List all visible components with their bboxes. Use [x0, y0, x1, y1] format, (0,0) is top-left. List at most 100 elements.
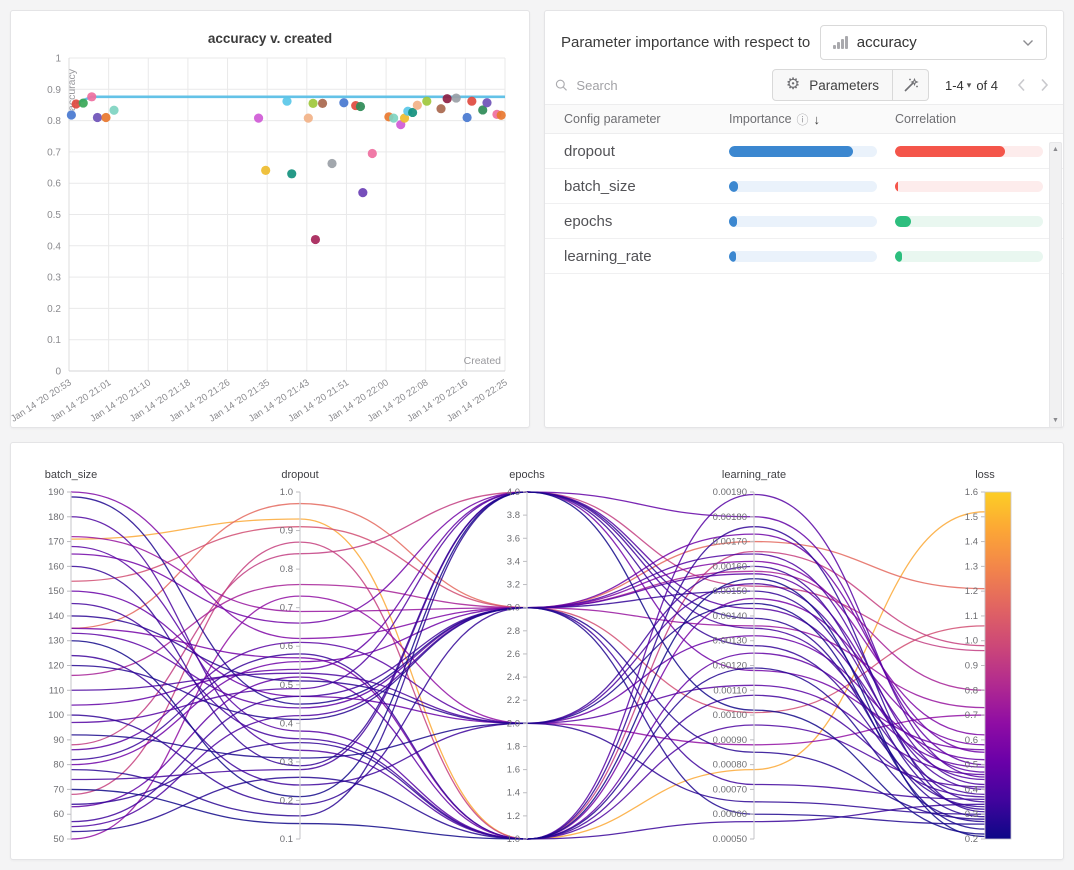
- correlation-bar: [895, 215, 1043, 227]
- svg-text:0.7: 0.7: [280, 603, 293, 614]
- pagination: 1-4 ▾ of 4: [945, 78, 1049, 93]
- svg-text:0.00130: 0.00130: [713, 636, 747, 647]
- config-parameter-name: dropout: [564, 142, 615, 160]
- correlation-bar: [895, 145, 1043, 157]
- panel-title: Parameter importance with respect to: [561, 34, 811, 51]
- parallel-coordinates-chart[interactable]: 50 60 70 80 90 100 110 120 130 140 150 160 170 180 190…: [11, 443, 1063, 859]
- svg-text:0.00180: 0.00180: [713, 512, 747, 523]
- svg-text:0.6: 0.6: [280, 641, 293, 652]
- importance-bar: [729, 180, 877, 192]
- svg-text:0.00110: 0.00110: [713, 685, 747, 696]
- page-range-dropdown[interactable]: 1-4 ▾: [945, 78, 971, 93]
- correlation-bar: [895, 180, 1043, 192]
- importance-header: Parameter importance with respect to acc…: [545, 11, 1063, 64]
- svg-text:2.0: 2.0: [507, 718, 520, 729]
- svg-text:0.00100: 0.00100: [713, 710, 747, 721]
- parameter-importance-panel: Parameter importance with respect to acc…: [544, 10, 1064, 428]
- svg-text:80: 80: [53, 760, 64, 771]
- svg-text:batch_size: batch_size: [45, 469, 98, 481]
- svg-text:180: 180: [48, 512, 64, 523]
- svg-text:0.00190: 0.00190: [713, 487, 747, 498]
- svg-text:0.9: 0.9: [47, 85, 61, 96]
- svg-text:0.00060: 0.00060: [713, 809, 747, 820]
- svg-text:0.00050: 0.00050: [713, 834, 747, 845]
- config-parameter-name: epochs: [564, 212, 613, 230]
- svg-text:3.2: 3.2: [507, 580, 520, 591]
- svg-text:2.4: 2.4: [507, 672, 520, 683]
- svg-text:50: 50: [53, 834, 64, 845]
- svg-text:3.4: 3.4: [507, 556, 520, 567]
- table-header: Config parameter Importance ⓘ ↓ Correlat…: [545, 104, 1063, 134]
- parameters-button[interactable]: ⚙ Parameters: [771, 69, 893, 101]
- svg-text:4.0: 4.0: [507, 487, 520, 498]
- scatter-panel: 0 0.1 0.2 0.3 0.4 0.5 0.6 0.7 0.8 0.9 1 Jan 14 '20 …: [10, 10, 530, 428]
- svg-text:0.5: 0.5: [965, 760, 978, 771]
- svg-text:1.2: 1.2: [507, 811, 520, 822]
- svg-text:1.0: 1.0: [965, 636, 978, 647]
- chevron-left-icon[interactable]: [1017, 78, 1026, 92]
- table-row[interactable]: learning_rate: [545, 239, 1063, 274]
- svg-text:1.5: 1.5: [965, 512, 978, 523]
- chevron-right-icon[interactable]: [1040, 78, 1049, 92]
- svg-text:0.3: 0.3: [965, 809, 978, 820]
- svg-text:0.00070: 0.00070: [713, 784, 747, 795]
- svg-text:1: 1: [55, 54, 61, 65]
- config-parameter-name: learning_rate: [564, 247, 652, 265]
- svg-text:70: 70: [53, 784, 64, 795]
- magic-wand-icon: [904, 77, 919, 92]
- svg-text:0.2: 0.2: [280, 795, 293, 806]
- caret-down-icon: ▾: [966, 79, 972, 90]
- scroll-up-icon[interactable]: ▲: [1052, 146, 1059, 153]
- svg-text:0.9: 0.9: [965, 661, 978, 672]
- search-icon: [555, 79, 567, 91]
- table-row[interactable]: dropout: [545, 134, 1063, 169]
- svg-text:0.00140: 0.00140: [713, 611, 747, 622]
- scatter-x-axis-label: Created: [464, 355, 502, 367]
- svg-text:100: 100: [48, 710, 64, 721]
- search-input-wrap[interactable]: [555, 76, 762, 94]
- svg-text:1.3: 1.3: [965, 561, 978, 572]
- svg-text:0.4: 0.4: [280, 718, 293, 729]
- svg-text:0.00120: 0.00120: [713, 661, 747, 672]
- sort-desc-icon: ↓: [813, 111, 821, 127]
- svg-text:0.00150: 0.00150: [713, 586, 747, 597]
- metric-bars-icon: [833, 36, 848, 49]
- svg-text:0.7: 0.7: [47, 147, 61, 158]
- svg-text:3.0: 3.0: [507, 603, 520, 614]
- svg-text:1.6: 1.6: [507, 765, 520, 776]
- svg-text:0.2: 0.2: [965, 834, 978, 845]
- parallel-axes[interactable]: 50 60 70 80 90 100 110 120 130 140 150 160 170 180 190…: [45, 469, 1012, 845]
- svg-text:1.4: 1.4: [965, 537, 978, 548]
- svg-text:1.4: 1.4: [507, 788, 520, 799]
- metric-select[interactable]: accuracy: [820, 25, 1047, 60]
- svg-text:0.6: 0.6: [965, 735, 978, 746]
- svg-text:dropout: dropout: [281, 469, 318, 481]
- magic-wand-button[interactable]: [892, 69, 929, 101]
- svg-text:3.8: 3.8: [507, 510, 520, 521]
- column-correlation[interactable]: Correlation: [895, 112, 957, 126]
- search-input[interactable]: [574, 76, 762, 94]
- svg-text:0.8: 0.8: [280, 564, 293, 575]
- svg-text:170: 170: [48, 537, 64, 548]
- svg-text:0.8: 0.8: [47, 116, 61, 127]
- column-importance[interactable]: Importance ⓘ ↓: [729, 111, 821, 127]
- svg-text:150: 150: [48, 586, 64, 597]
- svg-text:0.1: 0.1: [47, 335, 61, 346]
- svg-text:110: 110: [49, 685, 64, 696]
- correlation-bar: [895, 250, 1043, 262]
- svg-text:60: 60: [53, 809, 64, 820]
- table-row[interactable]: batch_size: [545, 169, 1063, 204]
- svg-text:1.8: 1.8: [507, 741, 520, 752]
- scroll-down-icon[interactable]: ▼: [1052, 417, 1059, 424]
- scatter-points: [66, 92, 506, 245]
- column-config-parameter[interactable]: Config parameter: [564, 112, 661, 126]
- svg-text:0.4: 0.4: [965, 784, 978, 795]
- table-scrollbar[interactable]: ▲ ▼: [1049, 142, 1062, 427]
- scatter-title: accuracy v. created: [208, 31, 332, 46]
- svg-text:0.3: 0.3: [280, 757, 293, 768]
- svg-text:3.6: 3.6: [507, 533, 520, 544]
- table-row[interactable]: epochs: [545, 204, 1063, 239]
